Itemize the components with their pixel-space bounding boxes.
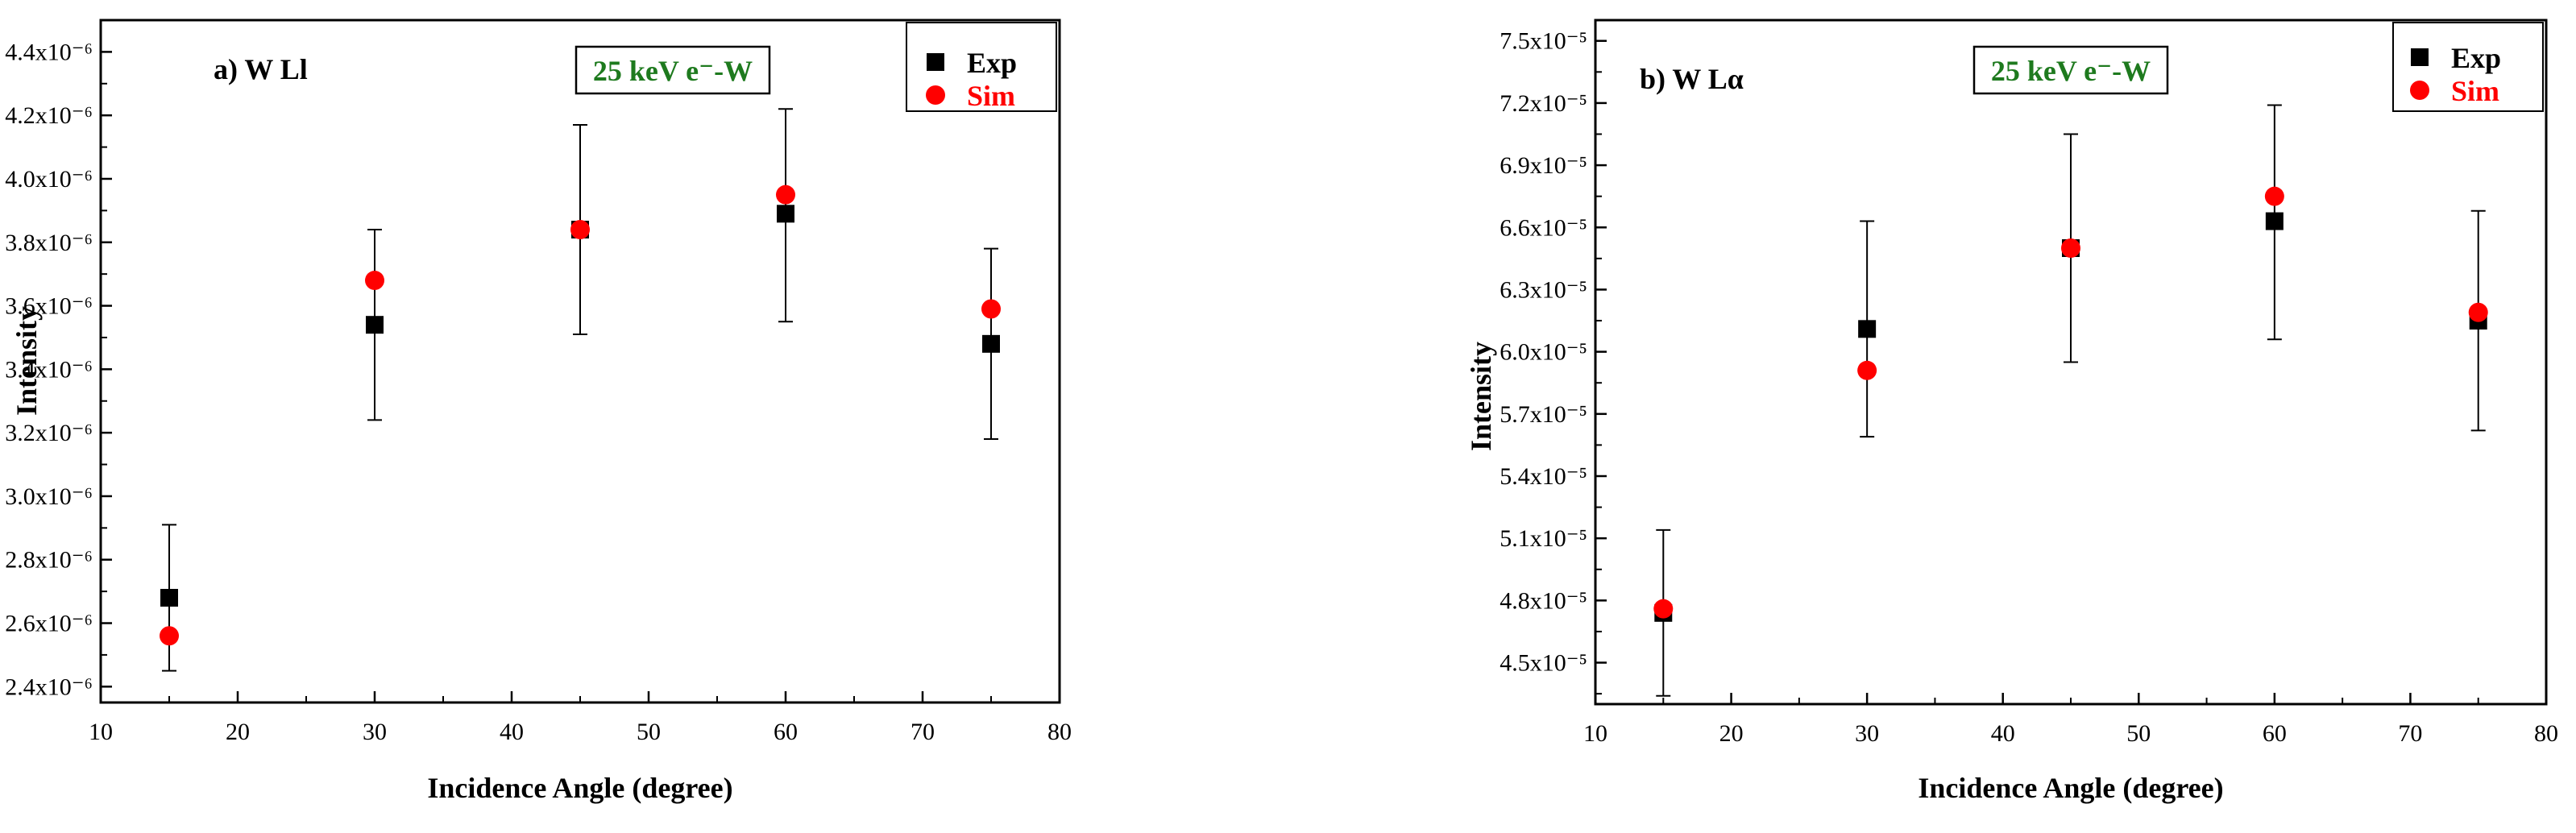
legend-exp-label: Exp <box>2451 42 2501 74</box>
chart-b: 10 20 30 40 50 60 70 80 4.5x10⁻⁵ 4.8x10⁻⁵ 5.1x10⁻… <box>1465 19 2558 804</box>
y-tick-label: 3.8x10⁻⁶ <box>5 230 93 256</box>
condition-label-box <box>1972 45 2169 95</box>
y-tick-label: 6.6x10⁻⁵ <box>1500 214 1587 241</box>
y-tick-label: 2.4x10⁻⁶ <box>5 673 93 700</box>
y-tick-label: 3.4x10⁻⁶ <box>5 356 93 383</box>
y-tick-label: 3.6x10⁻⁶ <box>5 293 93 320</box>
x-tick-label: 20 <box>1719 720 1744 747</box>
y-tick-label: 5.7x10⁻⁵ <box>1500 401 1587 428</box>
exp-point <box>160 588 178 607</box>
condition-label: 25 keV e⁻-W <box>1991 55 2151 87</box>
sim-point <box>776 184 795 205</box>
x-tick-label: 50 <box>637 719 661 745</box>
x-tick-label: 10 <box>89 719 113 745</box>
legend-sim-label: Sim <box>2451 75 2499 107</box>
y-tick-label: 2.8x10⁻⁶ <box>5 547 93 574</box>
y-tick-label: 4.4x10⁻⁶ <box>5 39 93 65</box>
y-tick-label: 4.2x10⁻⁶ <box>5 102 93 129</box>
y-tick-label: 7.5x10⁻⁵ <box>1500 28 1587 55</box>
x-tick-label: 30 <box>1855 720 1879 747</box>
legend-exp-marker <box>2411 48 2429 66</box>
y-tick-label: 7.2x10⁻⁵ <box>1500 90 1587 117</box>
y-tick-label: 5.4x10⁻⁵ <box>1500 463 1587 490</box>
legend-exp-marker <box>927 53 944 71</box>
y-tick-labels: 4.5x10⁻⁵ 4.8x10⁻⁵ 5.1x10⁻⁵ 5.4x10⁻⁵ 5.7x10⁻⁵… <box>1500 28 1587 677</box>
exp-point <box>366 316 384 334</box>
y-tick-label: 4.5x10⁻⁵ <box>1500 650 1587 677</box>
error-bars <box>1656 104 2486 697</box>
x-tick-label: 40 <box>500 719 524 745</box>
x-tick-label: 30 <box>363 719 387 745</box>
plot-frame <box>99 19 1061 704</box>
data-markers <box>160 184 1001 646</box>
exp-point <box>2265 212 2284 230</box>
panel-label: b) W Lα <box>1640 63 1744 95</box>
x-tick-labels: 10 20 30 40 50 60 70 80 <box>1583 720 2558 747</box>
sim-point <box>570 220 590 240</box>
x-tick-label: 60 <box>774 719 798 745</box>
x-tick-label: 70 <box>2398 720 2422 747</box>
exp-point <box>777 205 794 223</box>
y-tick-label: 2.6x10⁻⁶ <box>5 611 93 637</box>
y-tick-label: 4.8x10⁻⁵ <box>1500 587 1587 614</box>
x-axis-title: Incidence Angle (degree) <box>1918 772 2223 804</box>
legend: Exp Sim <box>2392 22 2544 112</box>
legend: Exp Sim <box>906 22 1057 112</box>
legend-sim-marker <box>926 85 945 105</box>
plot-area <box>99 19 1061 704</box>
y-tick-label: 3.0x10⁻⁶ <box>5 483 93 510</box>
exp-point <box>982 334 1000 353</box>
chart-a: 10 20 30 40 50 60 70 80 2.4x10⁻⁶ 2.6x10⁻⁶ 2.8x10⁻… <box>5 19 1072 804</box>
x-tick-label: 70 <box>911 719 935 745</box>
x-tick-label: 20 <box>226 719 250 745</box>
sim-point <box>365 271 384 291</box>
y-tick-label: 6.0x10⁻⁵ <box>1500 339 1587 366</box>
error-bars <box>162 108 998 672</box>
x-tick-label: 40 <box>1991 720 2015 747</box>
x-tick-label: 10 <box>1583 720 1607 747</box>
x-tick-label: 60 <box>2263 720 2287 747</box>
sim-point <box>981 299 1001 319</box>
y-axis-title: Intensity <box>10 306 43 416</box>
panel-label: a) W Ll <box>214 53 308 85</box>
y-tick-label: 3.2x10⁻⁶ <box>5 420 93 446</box>
y-tick-labels: 2.4x10⁻⁶ 2.6x10⁻⁶ 2.8x10⁻⁶ 3.0x10⁻⁶ 3.2x10⁻⁶… <box>5 39 93 700</box>
sim-point <box>2264 186 2284 206</box>
tick-marks <box>1594 39 2548 704</box>
sim-point <box>2061 238 2080 258</box>
data-markers <box>1653 186 2488 622</box>
x-axis-title: Incidence Angle (degree) <box>427 772 732 804</box>
x-tick-label: 50 <box>2126 720 2151 747</box>
y-axis-title: Intensity <box>1465 342 1497 451</box>
exp-point <box>1858 320 1877 338</box>
x-tick-label: 80 <box>1047 719 1072 745</box>
plot-area <box>1594 19 2548 706</box>
legend-sim-marker <box>2410 81 2429 100</box>
tick-marks <box>99 51 1061 702</box>
legend-sim-label: Sim <box>967 80 1015 112</box>
legend-exp-label: Exp <box>967 47 1017 79</box>
sim-point <box>1857 360 1877 380</box>
y-tick-label: 6.9x10⁻⁵ <box>1500 152 1587 179</box>
sim-point <box>160 626 179 646</box>
y-tick-label: 5.1x10⁻⁵ <box>1500 525 1587 552</box>
y-tick-label: 4.0x10⁻⁶ <box>5 166 93 193</box>
sim-point <box>1653 599 1674 619</box>
y-tick-label: 6.3x10⁻⁵ <box>1500 276 1587 303</box>
x-tick-label: 80 <box>2534 720 2558 747</box>
condition-label-box <box>575 45 771 95</box>
condition-label: 25 keV e⁻-W <box>593 55 753 87</box>
x-tick-labels: 10 20 30 40 50 60 70 80 <box>89 719 1072 745</box>
sim-point <box>2468 302 2488 322</box>
